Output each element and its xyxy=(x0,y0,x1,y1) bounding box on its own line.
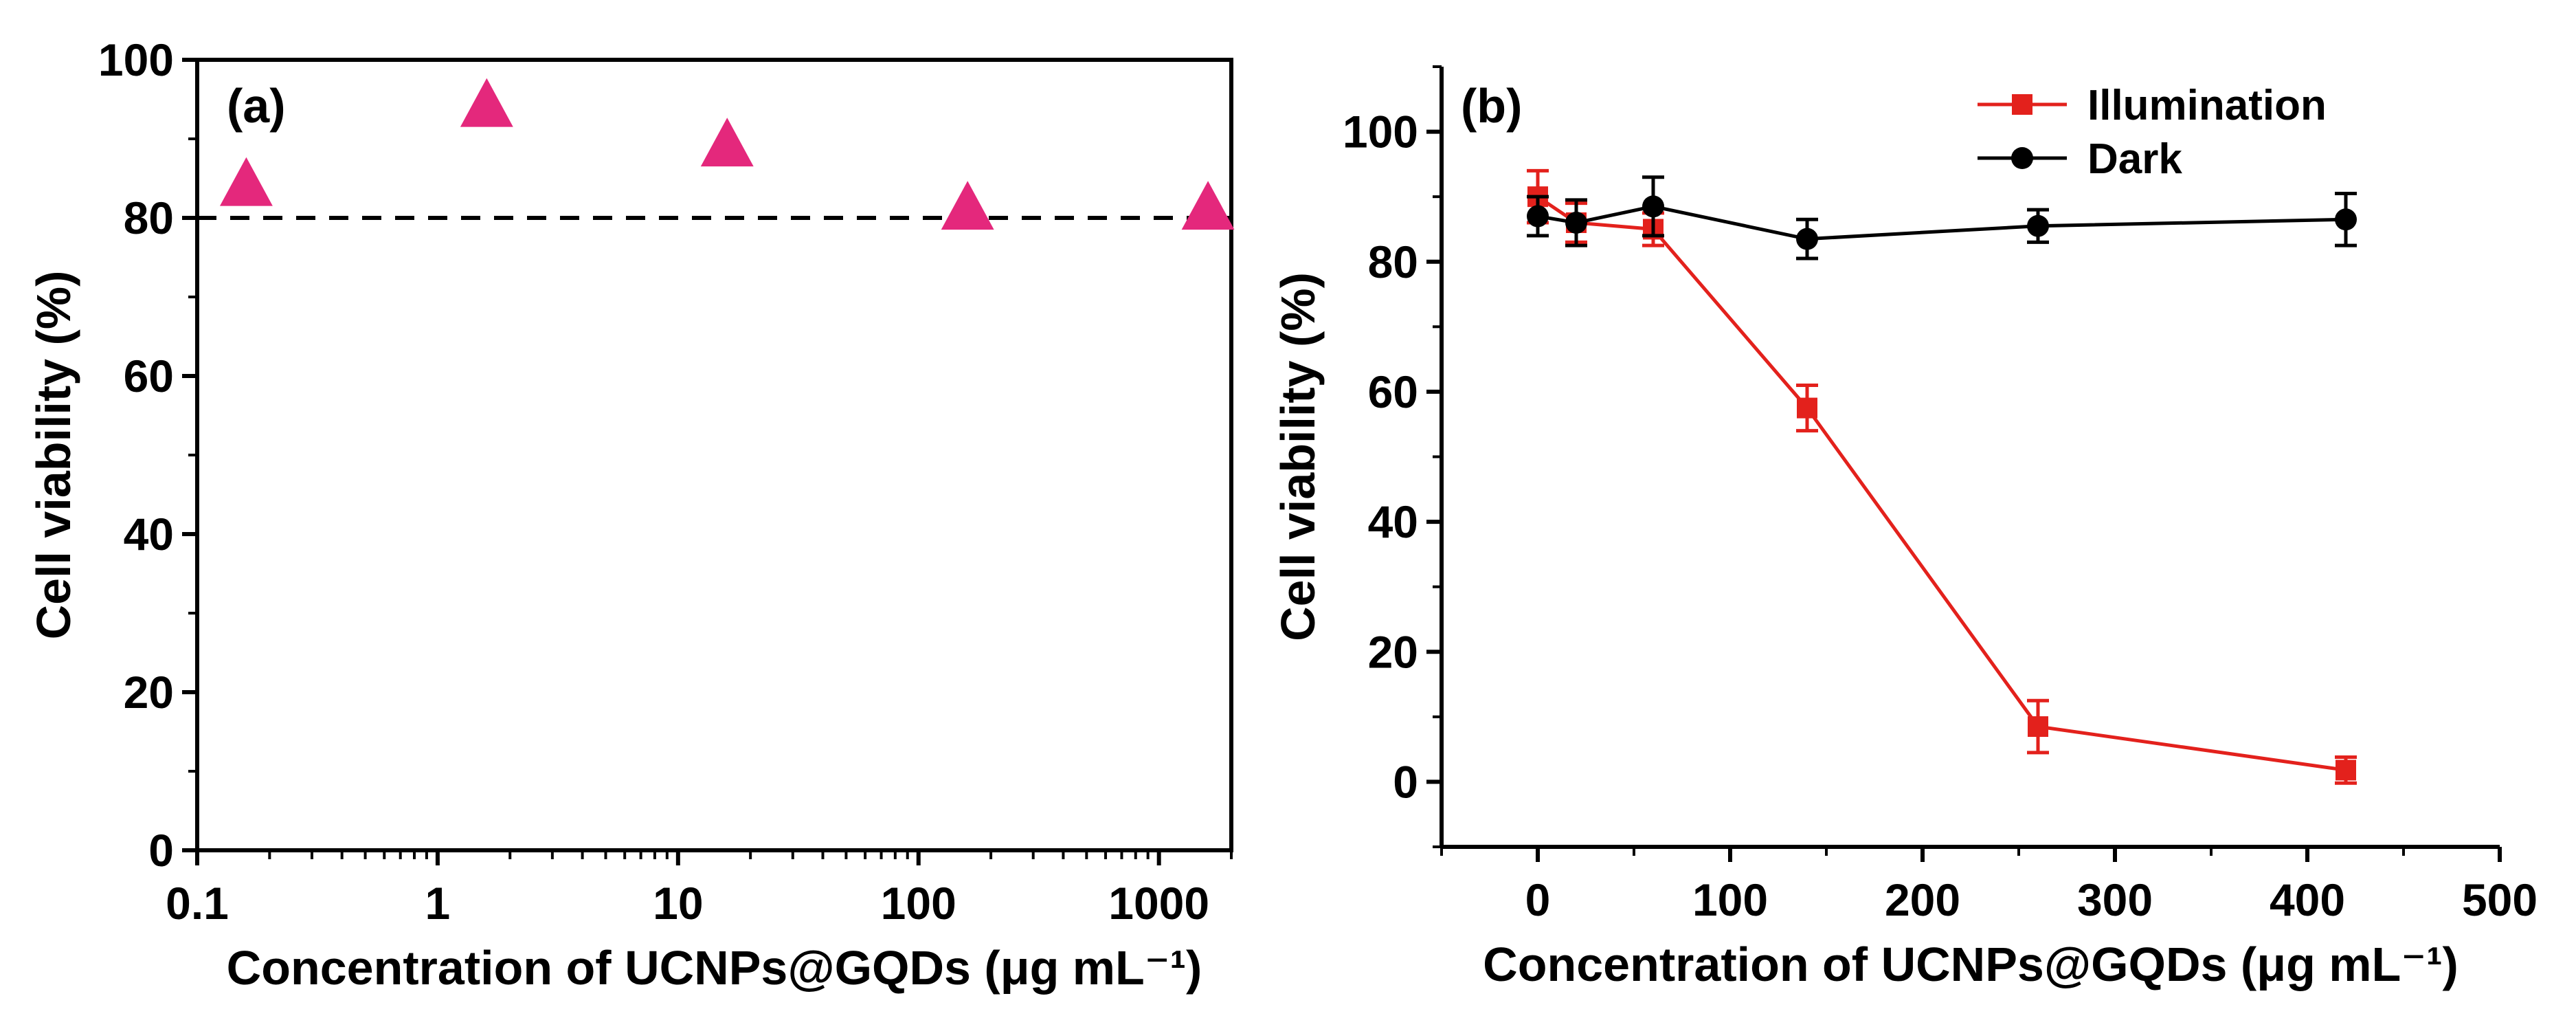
y-tick-label: 0 xyxy=(1393,756,1418,807)
x-tick-label: 100 xyxy=(881,878,956,929)
legend-label-illumination: Illumination xyxy=(2087,82,2327,129)
y-tick-label: 80 xyxy=(124,192,174,243)
panel-label-b: (b) xyxy=(1461,79,1522,133)
y-tick-label: 100 xyxy=(98,34,174,85)
x-tick-label: 0.1 xyxy=(166,878,229,929)
x-axis-title: Concentration of UCNPs@GQDs (μg mL⁻¹) xyxy=(227,941,1202,995)
y-tick-label: 20 xyxy=(1368,626,1418,677)
y-tick-label: 40 xyxy=(124,509,174,560)
x-tick-label: 300 xyxy=(2077,874,2153,925)
data-point xyxy=(2336,760,2356,781)
series-illumination xyxy=(1527,168,2357,785)
series-dark xyxy=(1527,175,2357,261)
data-point xyxy=(941,181,994,230)
panel-a: 0 20 40 60 80 100 0.1 1 10 100 1000 (a) Concentratio… xyxy=(27,34,1235,995)
data-point xyxy=(2335,208,2357,231)
x-tick-label: 1 xyxy=(425,878,451,929)
x-tick-label: 400 xyxy=(2270,874,2345,925)
x-tick-label: 1000 xyxy=(1108,878,1209,929)
y-tick-label: 100 xyxy=(1343,107,1418,157)
data-point xyxy=(2028,716,2048,738)
data-point xyxy=(700,118,754,167)
y-tick-label: 60 xyxy=(1368,366,1418,417)
data-point xyxy=(1565,212,1587,234)
data-point xyxy=(1527,205,1549,228)
x-axis-title: Concentration of UCNPs@GQDs (μg mL⁻¹) xyxy=(1483,938,2459,991)
data-point xyxy=(2011,147,2033,169)
data-point xyxy=(219,157,273,206)
x-tick-label: 100 xyxy=(1692,874,1768,925)
x-tick-label: 10 xyxy=(653,878,703,929)
data-point xyxy=(1796,228,1818,250)
panel-label-a: (a) xyxy=(227,79,286,133)
y-tick-label: 60 xyxy=(124,351,174,401)
panel-b: 0 20 40 60 80 100 0 100 200 300 400 500 Illumination… xyxy=(1271,65,2538,991)
legend: Illumination Dark xyxy=(1978,82,2327,183)
series-line xyxy=(1536,195,2347,772)
y-axis-title: Cell viability (%) xyxy=(27,271,80,640)
plot-frame xyxy=(195,58,1233,852)
y-axis-title: Cell viability (%) xyxy=(1271,272,1325,641)
x-tick-label: 200 xyxy=(1885,874,1960,925)
y-tick-label: 0 xyxy=(148,825,174,876)
y-tick-label: 80 xyxy=(1368,236,1418,287)
data-point xyxy=(2012,94,2032,115)
y-tick-label: 40 xyxy=(1368,496,1418,547)
data-point xyxy=(1642,195,1664,218)
legend-label-dark: Dark xyxy=(2087,135,2182,183)
x-tick-label: 500 xyxy=(2462,874,2538,925)
data-point xyxy=(460,78,513,127)
y-tick-label: 20 xyxy=(124,667,174,718)
x-tick-label: 0 xyxy=(1525,874,1551,925)
data-point xyxy=(2027,214,2049,237)
data-point xyxy=(1797,397,1817,419)
data-point xyxy=(1181,181,1235,230)
